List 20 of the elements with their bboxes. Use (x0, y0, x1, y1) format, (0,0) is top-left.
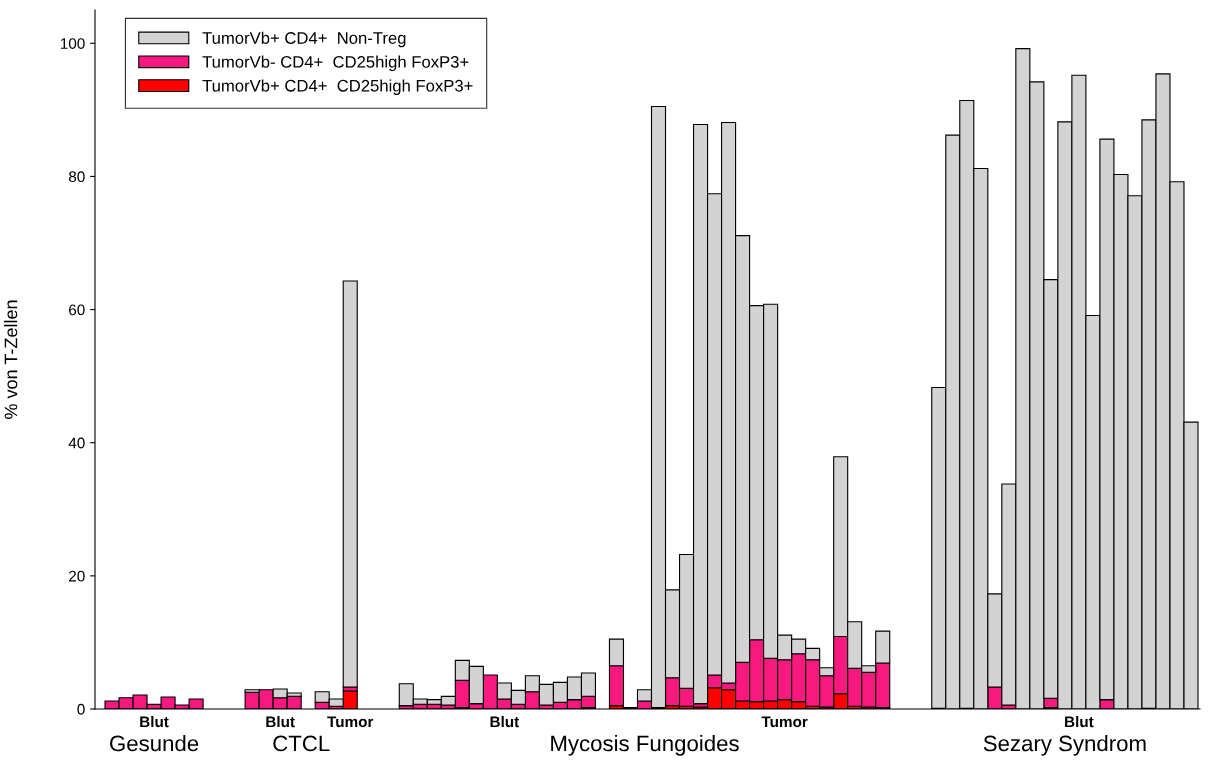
x-tick-label: Blut (1065, 715, 1094, 728)
text: Sezary Syndrom (983, 734, 1146, 756)
x-tick-label: Blut (266, 715, 295, 728)
y-tick-label: 40 (68, 437, 85, 449)
text: Mycosis Fungoides (551, 734, 739, 756)
y-tick-label: 80 (68, 171, 85, 183)
text: Gesunde (110, 734, 199, 752)
legend-label: TumorVb+ CD4+ Non-Treg (202, 31, 406, 48)
x-tick-label: Blut (140, 715, 169, 728)
legend-label: TumorVb+ CD4+ CD25high FoxP3+ (202, 79, 473, 95)
legend-label: TumorVb- CD4+ CD25high FoxP3+ (202, 55, 469, 72)
x-tick-label: Tumor (327, 716, 374, 728)
x-tick-label: Tumor (761, 716, 808, 728)
y-tick-label: 20 (69, 570, 85, 582)
y-axis-title: % von T-Zellen (4, 300, 18, 419)
text: CTCL (273, 735, 330, 752)
y-tick-label: 0 (77, 703, 85, 715)
x-tick-label: Blut (490, 715, 520, 728)
y-tick-label: 100 (60, 38, 85, 49)
y-tick-label: 60 (69, 304, 85, 316)
